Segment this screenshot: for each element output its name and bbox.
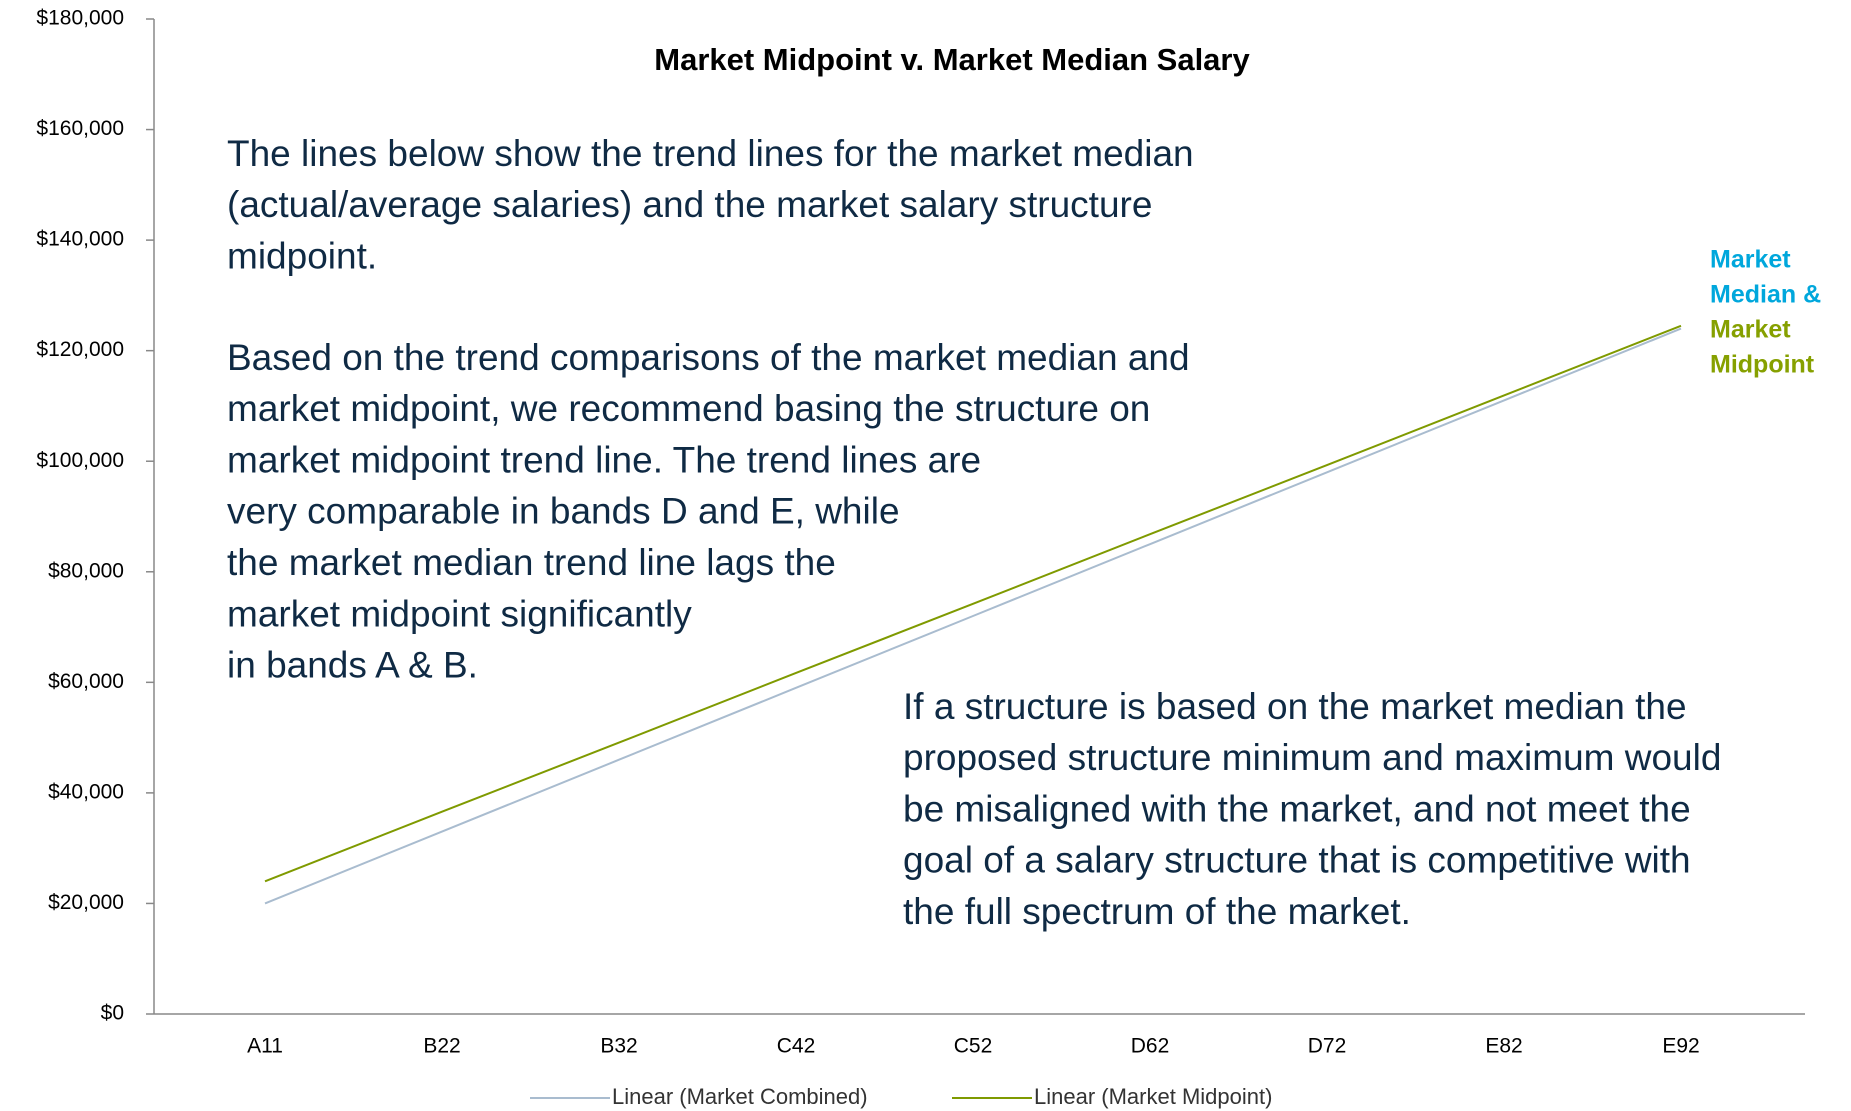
y-tick-label: $40,000 <box>48 780 124 803</box>
annotation-line: market midpoint significantly <box>227 593 692 634</box>
x-tick-label: B22 <box>423 1035 460 1058</box>
end-label: Market <box>1710 316 1791 344</box>
y-tick-label: $120,000 <box>36 338 124 361</box>
legend-label: Linear (Market Midpoint) <box>1034 1084 1272 1109</box>
y-tick-label: $100,000 <box>36 449 124 472</box>
annotation-line: If a structure is based on the market me… <box>903 686 1687 727</box>
trend-line <box>264 324 1682 883</box>
x-tick-label: D72 <box>1308 1035 1347 1058</box>
y-tick-label: $0 <box>101 1002 124 1025</box>
x-tick-label: C52 <box>954 1035 993 1058</box>
y-tick-label: $140,000 <box>36 228 124 251</box>
y-tick-label: $180,000 <box>36 7 124 30</box>
annotation-line: in bands A & B. <box>227 645 478 686</box>
end-label: Median & <box>1710 281 1821 309</box>
annotation-line: proposed structure minimum and maximum w… <box>903 737 1721 778</box>
x-tick-label: E82 <box>1485 1035 1522 1058</box>
x-tick-label: C42 <box>777 1035 816 1058</box>
y-tick-label: $20,000 <box>48 891 124 914</box>
annotation-line: the market median trend line lags the <box>227 542 836 583</box>
annotation-line: the full spectrum of the market. <box>903 891 1411 932</box>
annotation-line: very comparable in bands D and E, while <box>227 491 900 532</box>
chart-title: Market Midpoint v. Market Median Salary <box>654 42 1250 77</box>
annotation-line: market midpoint, we recommend basing the… <box>227 388 1150 429</box>
annotation-line: (actual/average salaries) and the market… <box>227 184 1152 225</box>
annotation-line: goal of a salary structure that is compe… <box>903 840 1691 881</box>
x-tick-label: E92 <box>1662 1035 1699 1058</box>
annotation-line: market midpoint trend line. The trend li… <box>227 439 981 480</box>
trend-line <box>264 327 1682 905</box>
end-label: Midpoint <box>1710 351 1815 379</box>
annotation-line: Based on the trend comparisons of the ma… <box>227 337 1190 378</box>
y-tick-label: $80,000 <box>48 559 124 582</box>
annotation-line: be misaligned with the market, and not m… <box>903 788 1691 829</box>
x-tick-label: B32 <box>600 1035 637 1058</box>
x-tick-label: A11 <box>247 1035 283 1058</box>
annotation-line: The lines below show the trend lines for… <box>227 133 1194 174</box>
y-tick-label: $60,000 <box>48 670 124 693</box>
legend-label: Linear (Market Combined) <box>612 1084 868 1109</box>
end-label: Market <box>1710 246 1791 274</box>
annotation-line: midpoint. <box>227 235 377 276</box>
x-tick-label: D62 <box>1131 1035 1170 1058</box>
y-tick-label: $160,000 <box>36 117 124 140</box>
